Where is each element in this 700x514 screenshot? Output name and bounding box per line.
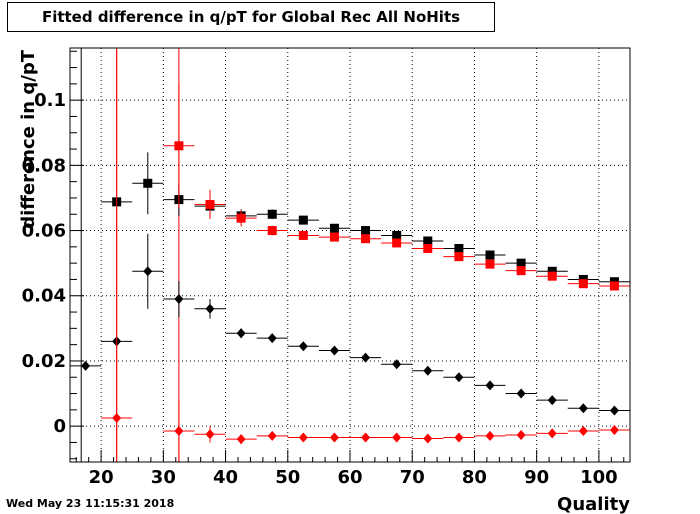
- data-point: [609, 281, 619, 291]
- data-point: [392, 432, 402, 443]
- vertical-lines-layer: [80, 48, 180, 462]
- y-axis-title: difference in q/pT: [18, 49, 39, 228]
- data-point: [423, 236, 433, 246]
- data-point: [392, 359, 402, 370]
- axis-layer: 20 30 40 50 60 70 80 90 100 0 0.02 0.04 0.06 0.08 0.1: [22, 47, 631, 488]
- data-point: [298, 215, 308, 225]
- data-point: [361, 234, 371, 244]
- data-point: [485, 259, 495, 269]
- data-point: [423, 433, 433, 444]
- x-tick-label: 80: [462, 467, 487, 488]
- data-point: [423, 365, 433, 376]
- data-point: [298, 230, 308, 240]
- chart-title: Fitted difference in q/pT for Global Rec…: [7, 2, 495, 32]
- data-point: [485, 380, 495, 391]
- data-point: [547, 428, 557, 439]
- data-point: [298, 341, 308, 352]
- series-2: [163, 83, 630, 291]
- data-point: [516, 258, 526, 268]
- data-point: [267, 333, 277, 344]
- data-point: [578, 403, 588, 414]
- x-tick-label: 50: [275, 467, 300, 488]
- data-point: [516, 429, 526, 440]
- data-point: [454, 432, 464, 443]
- y-tick-label: 0.06: [22, 221, 66, 242]
- x-axis-title: Quality: [557, 494, 630, 514]
- data-point: [236, 434, 246, 445]
- y-tick-label: 0.04: [22, 286, 66, 307]
- x-tick-label: 30: [151, 467, 176, 488]
- data-point: [578, 279, 588, 289]
- data-point: [547, 395, 557, 406]
- data-point: [454, 252, 464, 262]
- series-layer: [70, 48, 630, 462]
- series-1: [101, 152, 630, 287]
- data-point: [143, 266, 153, 277]
- data-point: [174, 294, 184, 305]
- data-point: [267, 209, 277, 219]
- data-point: [174, 426, 184, 437]
- data-point: [205, 199, 215, 209]
- data-point: [205, 429, 215, 440]
- y-tick-label: 0: [53, 416, 66, 437]
- data-point: [174, 141, 184, 151]
- data-point: [298, 432, 308, 443]
- x-tick-label: 100: [580, 467, 618, 488]
- series-3: [70, 233, 630, 416]
- data-point: [112, 412, 122, 423]
- data-point: [547, 266, 557, 276]
- data-point: [454, 243, 464, 253]
- footer-timestamp: Wed May 23 11:15:31 2018: [6, 497, 175, 510]
- data-point: [516, 388, 526, 399]
- data-point: [205, 303, 215, 314]
- data-point: [392, 238, 402, 248]
- data-point: [609, 405, 619, 416]
- x-tick-label: 70: [400, 467, 425, 488]
- data-point: [454, 372, 464, 383]
- data-point: [143, 178, 153, 188]
- x-tick-label: 20: [89, 467, 114, 488]
- y-tick-label: 0.02: [22, 351, 66, 372]
- x-tick-label: 60: [337, 467, 362, 488]
- data-point: [236, 328, 246, 339]
- data-point: [329, 223, 339, 233]
- data-point: [329, 345, 339, 356]
- data-point: [267, 430, 277, 441]
- y-tick-label: 0.08: [22, 155, 66, 176]
- data-point: [578, 426, 588, 437]
- x-tick-label: 90: [524, 467, 549, 488]
- data-point: [423, 243, 433, 253]
- data-point: [361, 226, 371, 236]
- data-point: [236, 213, 246, 223]
- data-point: [547, 271, 557, 281]
- data-point: [392, 230, 402, 240]
- data-point: [329, 432, 339, 443]
- data-point: [267, 226, 277, 236]
- x-tick-label: 40: [213, 467, 238, 488]
- data-point: [361, 352, 371, 363]
- data-point: [516, 266, 526, 276]
- data-point: [361, 432, 371, 443]
- data-point: [609, 425, 619, 436]
- data-point: [485, 430, 495, 441]
- data-point: [81, 360, 91, 371]
- series-4: [101, 48, 630, 462]
- y-tick-label: 0.1: [34, 90, 66, 111]
- data-point: [485, 250, 495, 260]
- data-point: [329, 232, 339, 242]
